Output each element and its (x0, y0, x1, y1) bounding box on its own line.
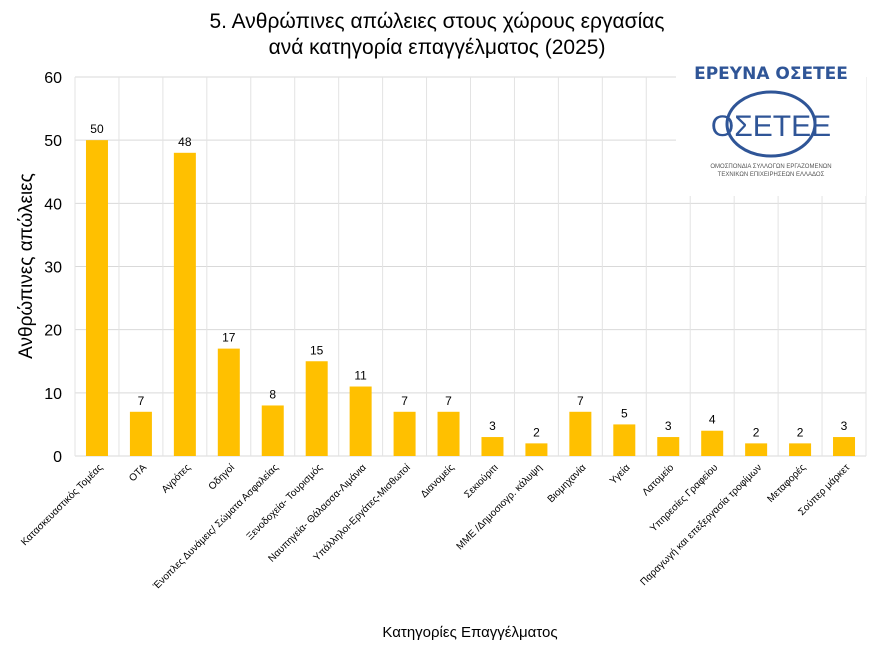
data-label: 3 (665, 419, 672, 433)
bar (217, 348, 240, 456)
bar (393, 411, 416, 456)
x-tick-label: Λατομείο (640, 461, 677, 498)
data-label: 11 (354, 369, 367, 383)
y-tick-label: 50 (44, 133, 62, 150)
y-tick-label: 0 (53, 449, 62, 466)
chart-title-line1: 5. Ανθρώπινες απώλειες στους χώρους εργα… (209, 10, 664, 33)
y-tick-label: 40 (44, 196, 62, 213)
data-label: 8 (269, 387, 276, 401)
y-tick-label: 60 (44, 70, 62, 87)
data-label: 3 (489, 419, 496, 433)
data-label: 3 (841, 419, 848, 433)
data-label: 48 (178, 135, 192, 149)
x-tick-label: Σεκιούριτι (462, 462, 501, 501)
bar (129, 411, 152, 456)
data-label: 7 (577, 394, 584, 408)
bar (569, 411, 592, 456)
data-label: 5 (621, 406, 628, 420)
x-tick-label: Οδηγοί (206, 461, 237, 492)
y-axis-label: Ανθρώπινες απώλειες (16, 173, 37, 359)
x-tick-label: Μεταφορές (765, 462, 809, 506)
bar (657, 437, 680, 456)
chart-title-line2: ανά κατηγορία επαγγέλματος (2025) (269, 36, 606, 59)
x-tick-label: ΟΤΑ (127, 462, 149, 484)
bar (525, 443, 548, 456)
osetee-logo: ΕΡΕΥΝΑ ΟΣΕΤΕΕ ΟΣΕΤΕΕ ΟΜΟΣΠΟΝΔΙΑ ΣΥΛΛΟΓΩΝ… (676, 58, 866, 196)
logo-subtitle-1: ΟΜΟΣΠΟΝΔΙΑ ΣΥΛΛΟΓΩΝ ΕΡΓΑΖΟΜΕΝΩΝ (710, 164, 831, 170)
logo-subtitle-2: ΤΕΧΝΙΚΩΝ ΕΠΙΧΕΙΡΗΣΕΩΝ ΕΛΛΑΔΟΣ (718, 172, 825, 178)
x-tick-label: ΜΜΕ /Δημοσιογρ. κάλυψη (454, 462, 545, 553)
bar (833, 437, 856, 456)
data-label: 7 (138, 394, 145, 408)
bar (437, 411, 460, 456)
bar (85, 140, 108, 456)
data-label: 7 (401, 394, 408, 408)
x-tick-label: Υγεία (607, 461, 632, 486)
x-tick-label: Βιομηχανία (545, 461, 589, 505)
x-tick-label: Ξενοδοχεία- Τουρισμός (244, 462, 325, 543)
x-axis-label: Κατηγορίες Επαγγέλματος (382, 624, 557, 641)
bar (173, 152, 196, 457)
logo-mark: ΟΣΕΤΕΕ (711, 110, 831, 143)
y-tick-label: 30 (44, 260, 62, 277)
bar (305, 361, 328, 456)
bar (481, 437, 504, 456)
bar (613, 424, 636, 456)
logo-title: ΕΡΕΥΝΑ ΟΣΕΤΕΕ (694, 64, 848, 84)
data-label: 4 (709, 413, 716, 427)
data-label: 2 (533, 425, 540, 439)
x-tick-label: Διανομείς (418, 462, 457, 501)
data-label: 2 (797, 425, 804, 439)
bar (789, 443, 812, 456)
data-label: 15 (310, 343, 324, 357)
x-tick-label: Κατασκευαστικός Τομέας (19, 462, 106, 549)
osetee-emblem: ΟΣΕΤΕΕ ΟΜΟΣΠΟΝΔΙΑ ΣΥΛΛΟΓΩΝ ΕΡΓΑΖΟΜΕΝΩΝ Τ… (710, 90, 832, 178)
y-tick-label: 20 (44, 323, 62, 340)
bar (701, 430, 724, 456)
bar (745, 443, 768, 456)
data-label: 50 (90, 122, 104, 136)
x-tick-label: Αγρότες (159, 462, 193, 496)
y-tick-label: 10 (44, 386, 62, 403)
data-label: 17 (222, 331, 236, 345)
bar (349, 386, 372, 456)
data-label: 7 (445, 394, 452, 408)
data-label: 2 (753, 425, 760, 439)
bar (261, 405, 284, 456)
